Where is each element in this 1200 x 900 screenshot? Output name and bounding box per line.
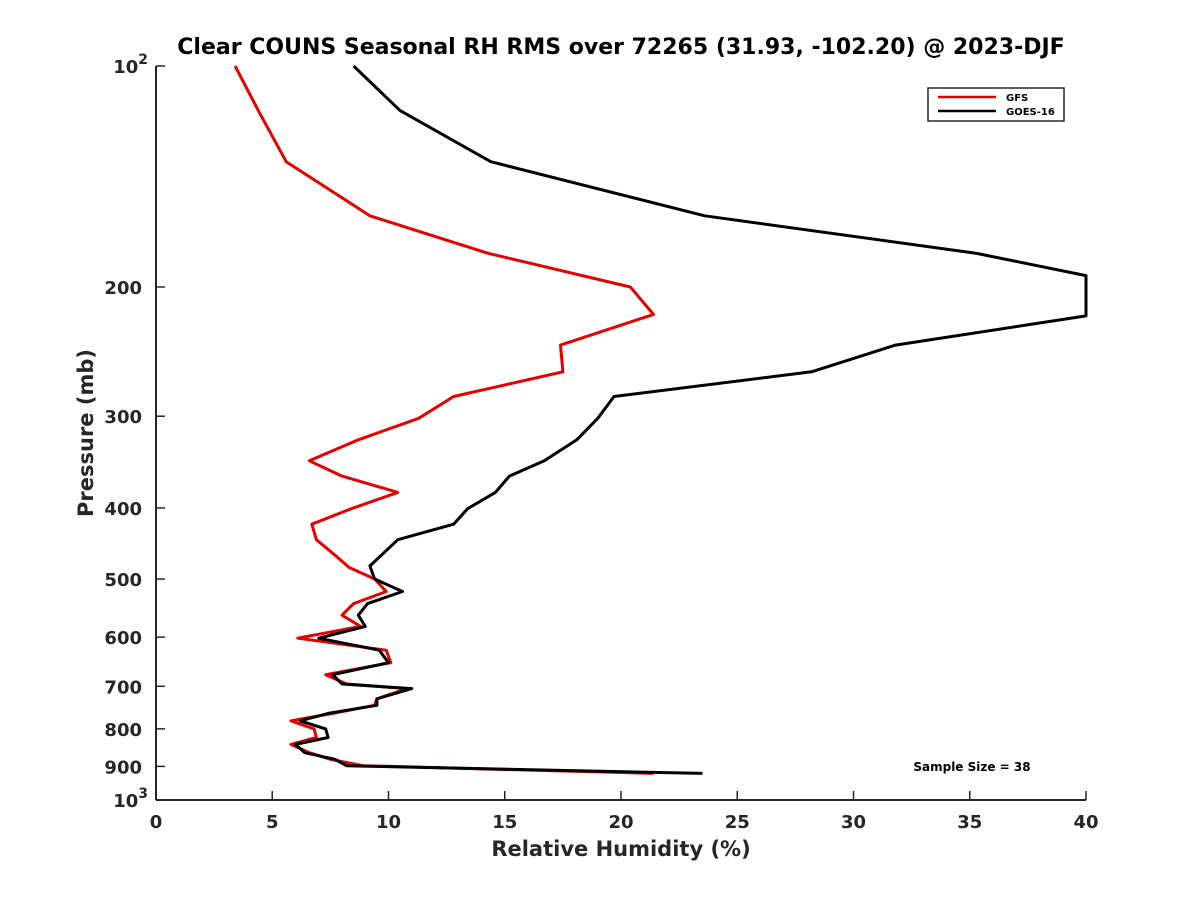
legend: GFS GOES-16 bbox=[927, 87, 1065, 122]
legend-label-goes-16: GOES-16 bbox=[1006, 107, 1055, 118]
series-line-goes-16 bbox=[294, 64, 1088, 775]
x-tick-label: 30 bbox=[841, 812, 866, 833]
x-tick-label: 40 bbox=[1073, 812, 1098, 833]
y-tick-label: 102 bbox=[113, 52, 148, 78]
x-axis-label: Relative Humidity (%) bbox=[491, 837, 750, 861]
x-tick-label: 15 bbox=[492, 812, 517, 833]
x-tick-label: 20 bbox=[608, 812, 633, 833]
y-axis-ticks: 102 200 300 400 500 600 700 800 900 103 bbox=[104, 52, 165, 812]
y-tick-label: 500 bbox=[104, 570, 142, 591]
y-tick-label: 400 bbox=[104, 499, 142, 520]
y-tick-label: 200 bbox=[104, 278, 142, 299]
x-tick-label: 5 bbox=[266, 812, 279, 833]
x-tick-label: 25 bbox=[725, 812, 750, 833]
sample-size-annotation: Sample Size = 38 bbox=[913, 760, 1030, 774]
y-tick-label: 800 bbox=[104, 720, 142, 741]
x-tick-label: 10 bbox=[376, 812, 401, 833]
y-axis-label: Pressure (mb) bbox=[74, 349, 98, 517]
y-tick-label: 900 bbox=[104, 757, 142, 778]
x-axis-ticks: 0 5 10 15 20 25 30 35 40 bbox=[150, 791, 1099, 833]
plot-area bbox=[156, 66, 1086, 800]
x-tick-label: 0 bbox=[150, 812, 163, 833]
y-tick-label: 700 bbox=[104, 677, 142, 698]
legend-box bbox=[927, 87, 1065, 122]
series-layer bbox=[233, 64, 1088, 775]
series-line-gfs bbox=[233, 65, 655, 775]
x-tick-label: 35 bbox=[957, 812, 982, 833]
y-tick-label: 600 bbox=[104, 628, 142, 649]
chart-title: Clear COUNS Seasonal RH RMS over 72265 (… bbox=[177, 35, 1064, 60]
y-tick-label: 103 bbox=[113, 786, 148, 812]
y-tick-label: 300 bbox=[104, 407, 142, 428]
legend-label-gfs: GFS bbox=[1006, 93, 1028, 104]
